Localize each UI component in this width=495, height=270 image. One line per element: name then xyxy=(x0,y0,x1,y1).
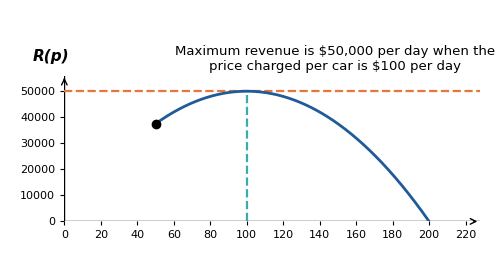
Text: R(p): R(p) xyxy=(33,49,70,64)
Title: Maximum revenue is $50,000 per day when the
price charged per car is $100 per da: Maximum revenue is $50,000 per day when … xyxy=(175,45,495,73)
